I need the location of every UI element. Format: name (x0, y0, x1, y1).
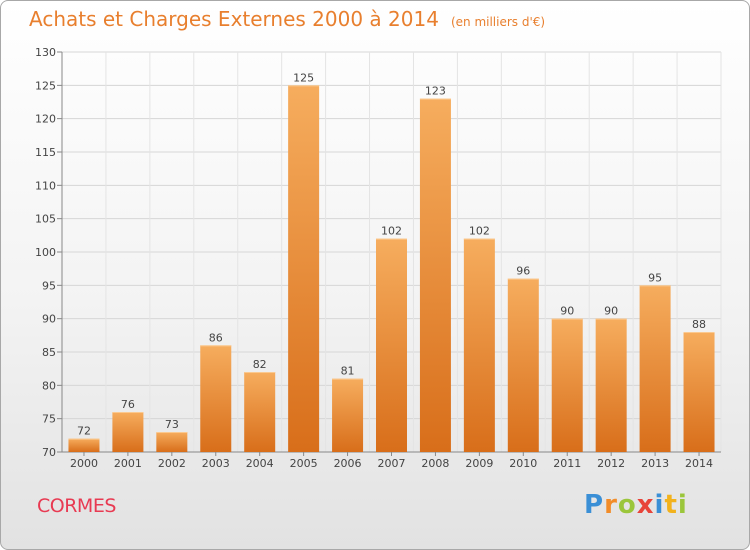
bar-2012 (595, 318, 627, 452)
data-label-2014: 88 (692, 318, 706, 331)
bar-2013 (639, 285, 671, 452)
y-tick-label: 105 (35, 213, 56, 226)
bar-2000 (68, 438, 100, 452)
y-tick-label: 130 (35, 46, 56, 59)
bar-2003 (200, 345, 232, 452)
logo-letter: x (636, 490, 655, 520)
data-label-2005: 125 (293, 71, 314, 84)
x-tick-label-2010: 2010 (509, 457, 537, 470)
x-tick-label-2001: 2001 (114, 457, 142, 470)
bar-2010 (507, 278, 539, 452)
data-label-2000: 72 (77, 425, 91, 438)
x-tick-label-2002: 2002 (158, 457, 186, 470)
y-tick-label: 100 (35, 246, 56, 259)
title-row: Achats et Charges Externes 2000 à 2014 (e… (29, 7, 545, 31)
unit-note: (en milliers d'€) (450, 15, 546, 29)
y-tick-label: 95 (42, 279, 56, 292)
chart-title: Achats et Charges Externes 2000 à 2014 (29, 7, 439, 31)
bars (68, 85, 715, 453)
bar-2009 (463, 238, 495, 452)
bar-2014 (683, 332, 715, 452)
x-tick-label-2008: 2008 (421, 457, 449, 470)
x-tick-label-2005: 2005 (290, 457, 318, 470)
bar-2001 (112, 412, 144, 452)
data-label-2007: 102 (381, 225, 402, 238)
bar-2011 (551, 318, 583, 452)
y-tick-label: 75 (42, 413, 56, 426)
logo-letter: P (584, 490, 605, 520)
data-label-2006: 81 (341, 365, 355, 378)
x-tick-label-2009: 2009 (465, 457, 493, 470)
logo-letter: r (604, 490, 618, 520)
y-tick-label: 110 (35, 179, 56, 192)
x-tick-label-2012: 2012 (597, 457, 625, 470)
x-tick-label-2011: 2011 (553, 457, 581, 470)
logo-letter: t (664, 490, 678, 520)
bar-2007 (376, 238, 407, 452)
commune-name: CORMES (37, 495, 116, 517)
y-tick-label: 125 (35, 79, 56, 92)
x-tick-label-2014: 2014 (685, 457, 713, 470)
x-tick-label-2013: 2013 (641, 457, 669, 470)
data-label-2001: 76 (121, 398, 135, 411)
x-tick-label-2007: 2007 (378, 457, 406, 470)
data-label-2013: 95 (648, 271, 662, 284)
bar-2004 (244, 372, 276, 452)
x-tick-label-2006: 2006 (334, 457, 362, 470)
labels: 70 75 80 85 90 95 100 105 110 115 120 125 130 72 2000 7… (35, 46, 713, 470)
data-label-2002: 73 (165, 418, 179, 431)
data-label-2011: 90 (560, 305, 574, 318)
logo-letter: i (654, 490, 665, 520)
x-tick-label-2004: 2004 (246, 457, 274, 470)
data-label-2004: 82 (253, 358, 267, 371)
y-tick-label: 115 (35, 146, 56, 159)
bar-2008 (419, 98, 451, 453)
bar-2006 (332, 378, 364, 452)
data-label-2008: 123 (425, 85, 446, 98)
data-label-2003: 86 (209, 331, 223, 344)
data-label-2009: 102 (469, 225, 490, 238)
y-tick-label: 80 (42, 379, 56, 392)
logo-letter: o (617, 490, 637, 520)
proxiti-logo[interactable]: Proxiti (584, 490, 688, 520)
y-tick-label: 70 (42, 446, 56, 459)
logo-letter: i (677, 490, 688, 520)
data-label-2010: 96 (516, 265, 530, 278)
data-label-2012: 90 (604, 305, 618, 318)
bar-2005 (288, 85, 320, 452)
y-tick-label: 85 (42, 346, 56, 359)
x-tick-label-2000: 2000 (70, 457, 98, 470)
y-tick-label: 120 (35, 113, 56, 126)
x-tick-label-2003: 2003 (202, 457, 230, 470)
y-tick-label: 90 (42, 313, 56, 326)
bar-2002 (156, 432, 188, 452)
